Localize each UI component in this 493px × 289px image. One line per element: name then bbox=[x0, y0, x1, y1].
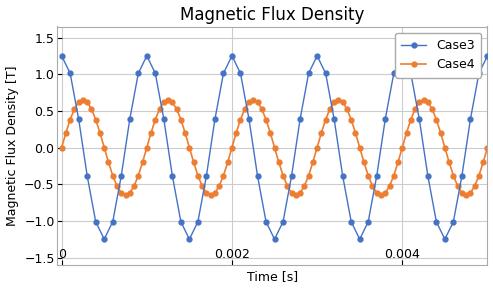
Line: Case4: Case4 bbox=[59, 97, 490, 198]
Case3 bbox=[374, 174, 380, 178]
Case4 bbox=[323, 118, 329, 121]
Case4 bbox=[123, 193, 129, 197]
Legend: Case3, Case4: Case3, Case4 bbox=[395, 33, 481, 77]
Case4 bbox=[59, 146, 65, 149]
Case4 bbox=[174, 107, 179, 111]
Y-axis label: Magnetic Flux Density [T]: Magnetic Flux Density [T] bbox=[5, 65, 19, 226]
Case4 bbox=[93, 118, 99, 121]
Case4 bbox=[365, 174, 371, 177]
Title: Magnetic Flux Density: Magnetic Flux Density bbox=[180, 5, 365, 24]
Line: Case3: Case3 bbox=[59, 53, 490, 242]
Case3 bbox=[485, 54, 491, 58]
Case3 bbox=[195, 220, 201, 223]
Case3 bbox=[476, 72, 482, 75]
Case3 bbox=[204, 174, 210, 178]
Case4 bbox=[387, 184, 392, 188]
Case3 bbox=[101, 238, 107, 241]
Case3 bbox=[59, 54, 65, 58]
Case3 bbox=[348, 220, 354, 223]
Case4 bbox=[263, 118, 269, 121]
Case4 bbox=[485, 146, 491, 149]
Case4 bbox=[80, 98, 86, 102]
Case3 bbox=[161, 117, 167, 121]
X-axis label: Time [s]: Time [s] bbox=[247, 271, 298, 284]
